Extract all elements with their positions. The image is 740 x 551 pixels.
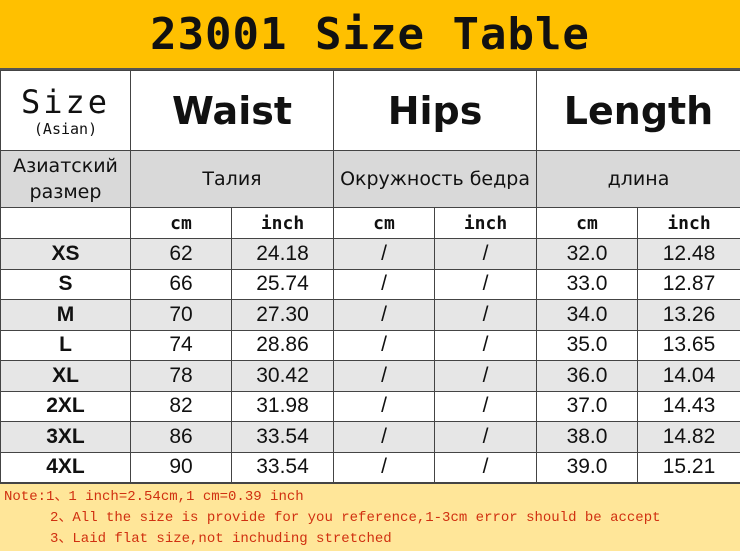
length-in-cell: 12.48 [638,239,740,270]
hips-in-cell: / [435,391,537,422]
size-cell: 3XL [1,422,131,453]
size-sub-label: (Asian) [1,120,130,138]
waist-in-cell: 33.54 [232,452,334,483]
hips-cm-cell: / [334,391,435,422]
hips-cm-cell: / [334,452,435,483]
header-length: Length [537,71,740,151]
waist-cm-cell: 86 [131,422,232,453]
size-cell: XS [1,239,131,270]
waist-cm-cell: 62 [131,239,232,270]
header-hips: Hips [334,71,537,151]
waist-cm-cell: 70 [131,300,232,331]
hips-cm-cell: / [334,269,435,300]
waist-cm-cell: 78 [131,361,232,392]
length-in-cell: 13.26 [638,300,740,331]
header-row: Size (Asian) Waist Hips Length [1,71,740,151]
hips-in-cell: / [435,330,537,361]
note-3: 3、Laid flat size,not inchuding stretched [4,529,736,550]
size-cell: XL [1,361,131,392]
length-in-cell: 15.21 [638,452,740,483]
hips-in-cell: / [435,239,537,270]
header-ru-size: Азиатский размер [1,151,131,208]
length-cm-cell: 33.0 [537,269,638,300]
unit-cell: cm [131,208,232,239]
header-waist: Waist [131,71,334,151]
hips-in-cell: / [435,269,537,300]
notes: Note:1、1 inch=2.54cm,1 cm=0.39 inch 2、Al… [0,483,740,551]
hips-cm-cell: / [334,422,435,453]
waist-cm-cell: 66 [131,269,232,300]
units-row: cm inch cm inch cm inch [1,208,740,239]
unit-cell: cm [334,208,435,239]
note-2: 2、All the size is provide for you refere… [4,508,736,529]
unit-cell: cm [537,208,638,239]
length-cm-cell: 36.0 [537,361,638,392]
size-table: Size (Asian) Waist Hips Length Азиатский… [0,70,740,483]
waist-cm-cell: 90 [131,452,232,483]
length-in-cell: 13.65 [638,330,740,361]
waist-in-cell: 25.74 [232,269,334,300]
length-in-cell: 14.43 [638,391,740,422]
length-cm-cell: 35.0 [537,330,638,361]
unit-cell: inch [638,208,740,239]
hips-in-cell: / [435,361,537,392]
hips-in-cell: / [435,452,537,483]
length-cm-cell: 32.0 [537,239,638,270]
size-cell: S [1,269,131,300]
hips-in-cell: / [435,300,537,331]
hips-in-cell: / [435,422,537,453]
size-cell: 4XL [1,452,131,483]
size-cell: M [1,300,131,331]
length-cm-cell: 39.0 [537,452,638,483]
waist-in-cell: 28.86 [232,330,334,361]
unit-cell: inch [435,208,537,239]
table-title: 23001 Size Table [0,0,740,70]
waist-cm-cell: 74 [131,330,232,361]
length-in-cell: 14.82 [638,422,740,453]
note-1: Note:1、1 inch=2.54cm,1 cm=0.39 inch [4,487,736,508]
hips-cm-cell: / [334,330,435,361]
units-blank [1,208,131,239]
length-in-cell: 14.04 [638,361,740,392]
length-cm-cell: 38.0 [537,422,638,453]
header-ru-waist: Талия [131,151,334,208]
size-cell: 2XL [1,391,131,422]
length-in-cell: 12.87 [638,269,740,300]
length-cm-cell: 37.0 [537,391,638,422]
header-row-ru: Азиатский размер Талия Окружность бедра … [1,151,740,208]
header-ru-length: длина [537,151,740,208]
waist-cm-cell: 82 [131,391,232,422]
waist-in-cell: 27.30 [232,300,334,331]
length-cm-cell: 34.0 [537,300,638,331]
waist-in-cell: 24.18 [232,239,334,270]
hips-cm-cell: / [334,300,435,331]
header-ru-hips: Окружность бедра [334,151,537,208]
size-cell: L [1,330,131,361]
header-size: Size (Asian) [1,71,131,151]
hips-cm-cell: / [334,239,435,270]
size-label: Size [1,84,130,120]
hips-cm-cell: / [334,361,435,392]
waist-in-cell: 30.42 [232,361,334,392]
unit-cell: inch [232,208,334,239]
waist-in-cell: 33.54 [232,422,334,453]
waist-in-cell: 31.98 [232,391,334,422]
